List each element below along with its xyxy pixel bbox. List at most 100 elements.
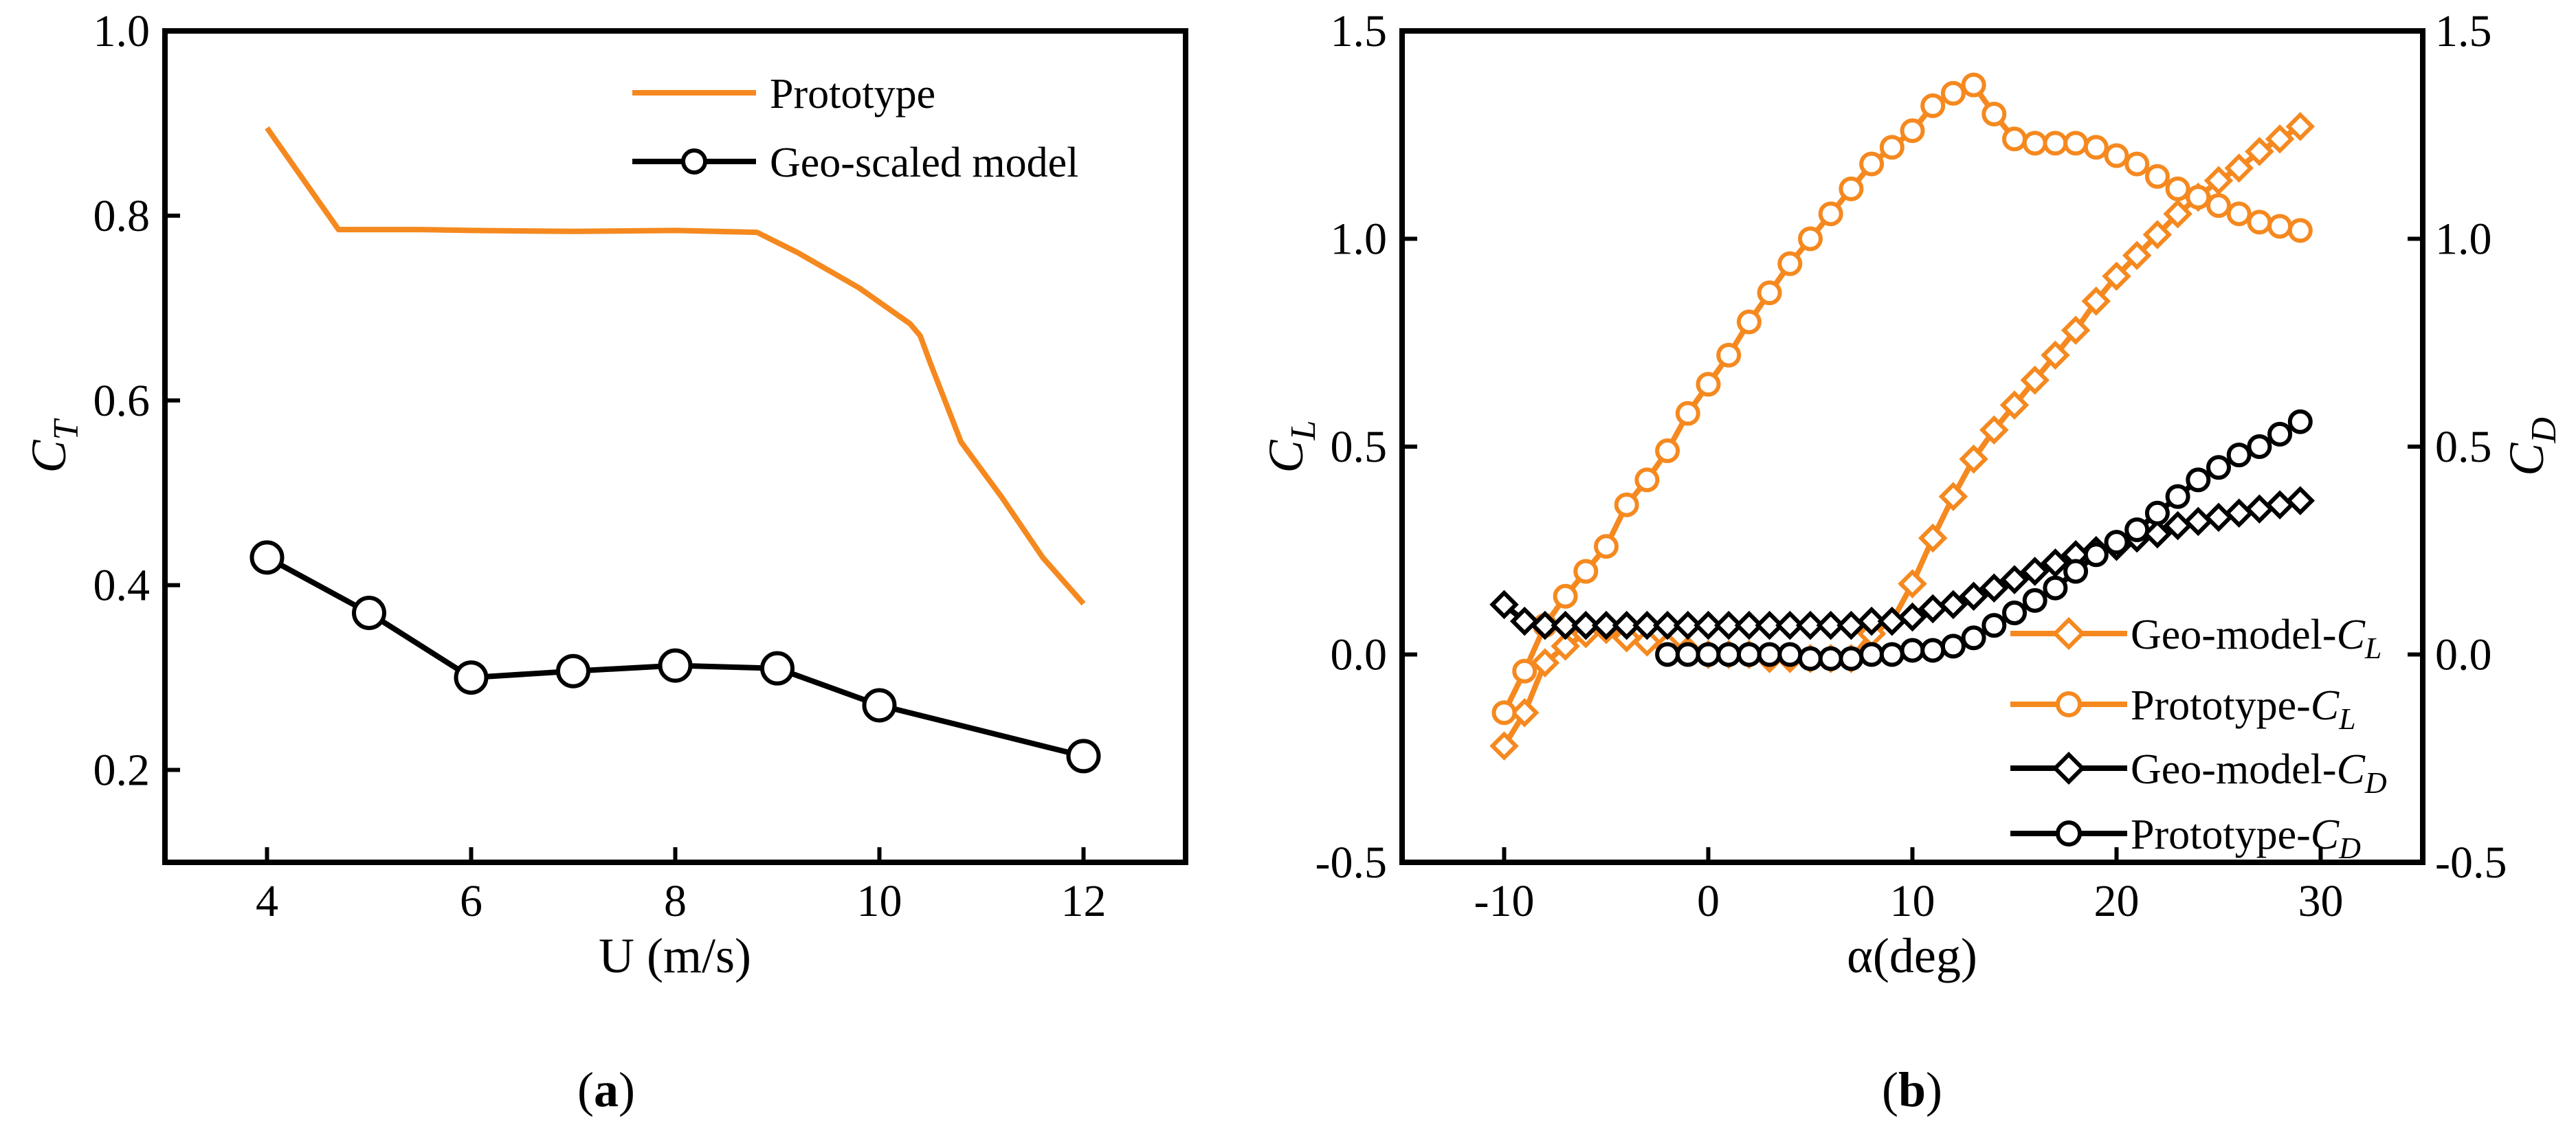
series-prototype-d-circle-point: [2226, 443, 2252, 468]
legend-label-geo-model-cl-sub: L: [2364, 631, 2381, 665]
series-prototype-l-circle-point: [1859, 151, 1885, 177]
panel-b-label-close: ): [1926, 1062, 1942, 1117]
series-prototype-l-circle-point: [1614, 492, 1639, 517]
cl-main: C: [1258, 439, 1313, 473]
legend-label-prototype: Prototype: [770, 71, 935, 117]
series-prototype-d-circle-point: [1675, 642, 1700, 667]
legend-label-geo-scaled-model: Geo-scaled model: [770, 139, 1078, 186]
series-prototype-l-circle-point: [1961, 72, 1986, 98]
panel-a-x-tick-label: 10: [857, 876, 902, 926]
series-geo-model-d-diamond-point: [1959, 581, 1988, 612]
series-prototype-d-circle-point: [1961, 625, 1986, 651]
legend-label-geo-model-cd-c: C: [2337, 746, 2366, 793]
series-geo-model-l-diamond-point: [2142, 220, 2173, 249]
legend-marker-geo-scaled-model: [681, 148, 707, 175]
series-prototype-d-circle-point: [2104, 530, 2129, 555]
series-geo-model-l-diamond-point: [2245, 137, 2274, 166]
series-prototype-l-circle-point: [1839, 176, 1864, 201]
series-geo-model-l-diamond-point: [1632, 627, 1662, 657]
panel-b-y-tick-label-right: 0.5: [2435, 422, 2492, 472]
series-prototype-d-circle-point: [2043, 575, 2068, 601]
series-prototype-l-circle-point: [1798, 226, 1823, 251]
series-geo-model-l-diamond-point: [2020, 365, 2050, 395]
panel-b-series: [1489, 72, 2316, 761]
series-geo-model-l-diamond-point: [1938, 482, 1968, 511]
panel-a-x-tick-label: 6: [460, 876, 482, 926]
legend-marker-geo-model-cl: [2052, 616, 2086, 651]
series-prototype-d-circle-point: [1798, 646, 1823, 671]
cd-sub: D: [2524, 417, 2564, 444]
series-prototype-d-circle-point: [1818, 646, 1843, 671]
series-geo-model-l-diamond-point: [2203, 166, 2234, 196]
panel-b-x-tick-label: 10: [1890, 876, 1935, 926]
series-geo-scaled-model-circle-point: [352, 596, 386, 630]
series-prototype-l-circle-point: [1900, 118, 1925, 144]
panel-b-x-tick-label: -10: [1474, 876, 1535, 926]
series-geo-model-d-diamond-point: [2285, 486, 2316, 515]
series-geo-model-l-diamond-point: [2102, 261, 2131, 291]
panel-b-x-tick-label: 0: [1697, 876, 1720, 926]
series-prototype-l-circle-point: [1981, 102, 2007, 126]
panel-b-x-tick-label: 20: [2094, 876, 2140, 926]
series-prototype-d-circle: [1655, 409, 2313, 671]
series-prototype-d-circle-point: [1777, 642, 1803, 667]
series-prototype-l-circle-point: [2002, 126, 2027, 152]
series-prototype-d-circle-point: [1716, 642, 1742, 667]
series-prototype-l-circle-point: [2226, 201, 2252, 227]
series-geo-model-l-diamond-point: [2224, 153, 2254, 183]
panel-b-y-tick-label-right: 1.5: [2435, 6, 2492, 56]
series-prototype-d-circle-point: [2165, 484, 2190, 509]
series-prototype-d-circle-point: [2287, 409, 2313, 434]
series-geo-model-d-diamond-point: [2020, 557, 2050, 586]
series-geo-scaled-model-circle-point: [862, 688, 897, 723]
legend-label-prototype-cl: Prototype-CL: [2131, 682, 2356, 736]
series-prototype-l-circle-point: [2083, 135, 2109, 160]
panel-a-y-tick-label: 0.4: [93, 561, 151, 611]
series-prototype-l-circle-point: [2063, 131, 2089, 156]
series-geo-model-l-diamond-point: [1898, 569, 1927, 598]
series-prototype-d-circle-point: [2083, 542, 2109, 568]
series-prototype-d-circle-point: [2206, 455, 2231, 480]
panel-a-ticks: 4 6 8 10 12 0.2 0.4 0.6 0.8 1.0: [93, 6, 1107, 926]
series-prototype-d-circle-point: [2267, 421, 2293, 447]
panel-b-y-axis-title-right: CD: [2499, 417, 2564, 476]
panel-b-y-tick-label: 0.5: [1331, 422, 1388, 472]
series-geo-scaled-model-circle-point: [658, 648, 693, 683]
panel-b: -10 0 10 20 30 -0.5 -0.5 0.0 0.0 0.5 0.5 1.0 1.0 1.5 1…: [1258, 6, 2564, 1117]
panel-b-y-tick-label: 0.0: [1331, 630, 1388, 680]
legend-label-geo-model-cl-c: C: [2337, 612, 2366, 658]
panel-b-label-open: (: [1882, 1062, 1898, 1117]
series-prototype-d-circle-point: [2063, 559, 2089, 584]
series-prototype-d-circle-point: [2002, 601, 2027, 625]
legend-label-geo-model-cl-main: Geo-model-: [2131, 612, 2337, 658]
series-geo-model-d-diamond-point: [1530, 610, 1560, 640]
series-geo-model-d-diamond-point: [1489, 590, 1519, 620]
panel-a-y-tick-label: 1.0: [93, 6, 151, 56]
series-prototype-l-circle-point: [1716, 342, 1742, 368]
series-prototype-l-circle-point: [2206, 193, 2231, 219]
series-prototype-d-circle-point: [1736, 642, 1762, 667]
series-geo-model-d-diamond-point: [1795, 610, 1825, 640]
series-geo-model-l-diamond-point: [1489, 731, 1519, 761]
series-prototype-d-circle-point: [1900, 638, 1925, 663]
series-geo-model-d-diamond-point: [1509, 606, 1540, 636]
series-geo-model-d-diamond-point: [1734, 610, 1764, 640]
series-geo-scaled-model-circle: [249, 540, 1101, 774]
legend-marker-prototype-cd: [2056, 820, 2082, 847]
series-geo-model-l-diamond-point: [2041, 340, 2070, 370]
series-prototype-l-circle-point: [2144, 164, 2170, 189]
series-prototype-l-circle-point: [2287, 218, 2313, 243]
series-geo-model-l-diamond-point: [1551, 631, 1580, 661]
panel-a-x-tick-label: 12: [1061, 876, 1107, 926]
series-prototype-l-circle: [1491, 72, 2313, 726]
series-geo-scaled-model-circle-line: [265, 555, 1085, 759]
legend-label-geo-model-cd-main: Geo-model-: [2131, 746, 2337, 793]
series-prototype-l-circle-point: [1675, 401, 1700, 426]
series-geo-model-d-diamond-point: [1551, 610, 1580, 640]
series-geo-model-l-diamond-point: [2285, 111, 2316, 142]
series-geo-model-d-diamond-point: [1632, 610, 1662, 640]
series-prototype-l-circle-point: [1573, 559, 1599, 584]
series-geo-model-d-diamond-point: [1652, 610, 1683, 640]
legend-label-geo-model-cl: Geo-model-CL: [2131, 612, 2381, 665]
